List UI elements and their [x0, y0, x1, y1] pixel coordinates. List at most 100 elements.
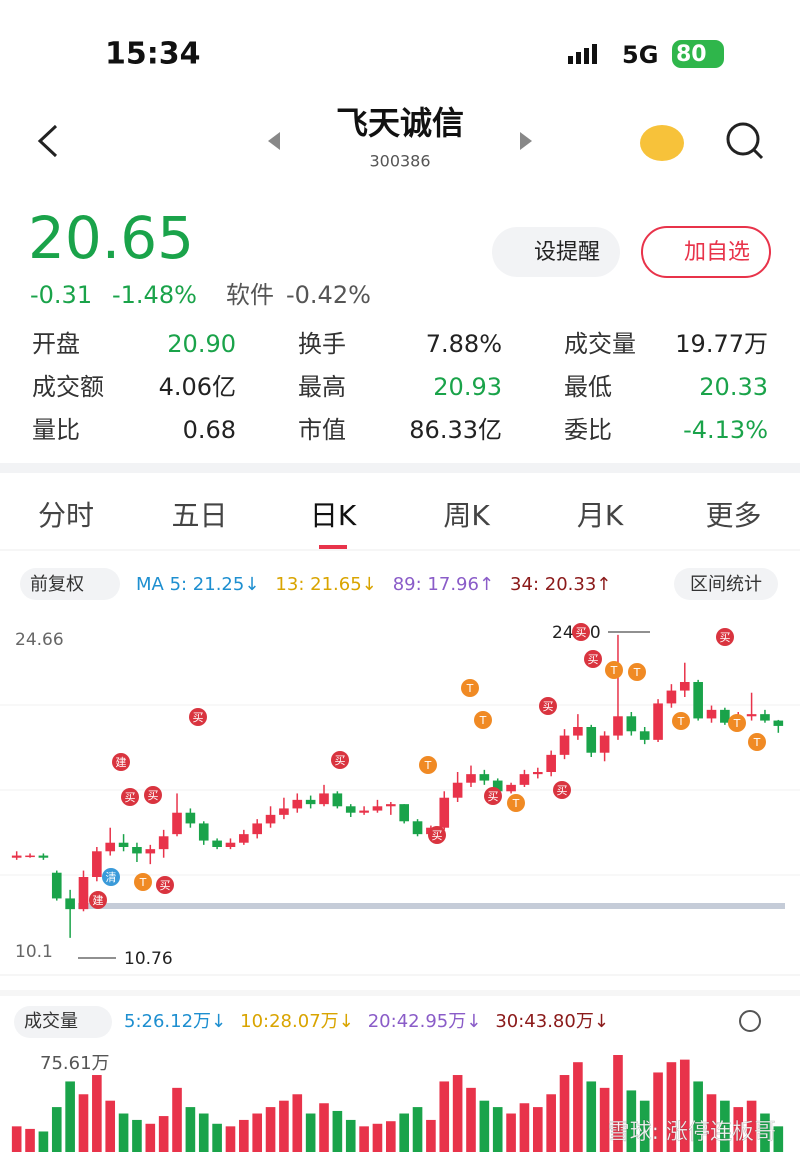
alert-button[interactable]: [492, 227, 620, 277]
volume-ma-label: 10:28.07万↓: [240, 1011, 354, 1032]
volume-bar: [653, 1072, 663, 1152]
volume-bar: [332, 1110, 343, 1152]
volume-bar: [359, 1126, 369, 1152]
tab[interactable]: 周K: [443, 499, 490, 532]
stat-label: 开盘: [32, 330, 80, 358]
trade-marker: [89, 891, 107, 909]
settings-button[interactable]: [739, 1010, 761, 1032]
trade-marker-label: 买: [588, 653, 599, 666]
candle-body: [720, 709, 730, 723]
candle-body: [105, 842, 116, 852]
volume-bar: [452, 1075, 463, 1152]
candle-body: [559, 735, 570, 755]
candle-body: [706, 709, 717, 719]
stat-value: 20.93: [433, 373, 502, 401]
watchlist-button[interactable]: [641, 226, 771, 278]
candle-body: [760, 714, 770, 721]
volume-bar: [212, 1123, 222, 1152]
back-button[interactable]: [37, 124, 58, 158]
volume-bar: [599, 1087, 610, 1152]
volume-bar: [426, 1119, 436, 1152]
mascot[interactable]: [640, 125, 684, 161]
stat-value: 0.68: [183, 416, 236, 444]
candle-body: [386, 804, 396, 807]
trade-marker: [584, 650, 602, 668]
adjust-chip[interactable]: [20, 568, 120, 600]
price: 20.65: [28, 204, 194, 272]
trade-marker-label: 清: [106, 871, 117, 884]
trade-marker-label: 买: [543, 700, 554, 713]
tab[interactable]: 分时: [38, 499, 94, 532]
tab[interactable]: 日K: [310, 499, 357, 532]
tab[interactable]: 月K: [577, 499, 624, 532]
volume-bar: [118, 1113, 129, 1152]
volume-ma-label: 5:26.12万↓: [124, 1011, 226, 1032]
tab[interactable]: 更多: [705, 499, 761, 532]
volume-bar: [720, 1100, 730, 1152]
change: -0.31: [30, 281, 92, 309]
volume-bar: [185, 1107, 196, 1152]
volume-bar: [626, 1090, 637, 1152]
volume-bar: [78, 1094, 89, 1152]
tab[interactable]: 五日: [171, 499, 227, 532]
candle-body: [265, 814, 276, 824]
volume-bar: [412, 1107, 423, 1152]
trade-marker: [428, 826, 446, 844]
volume-bar: [265, 1107, 276, 1152]
volume-bar: [679, 1059, 690, 1152]
trade-marker-label: T: [610, 664, 618, 677]
battery: [672, 40, 724, 68]
trade-marker: [156, 876, 174, 894]
candle-body: [439, 797, 450, 828]
candle-body: [519, 774, 530, 785]
candle-body: [372, 806, 383, 811]
y-tick-label: 24.66: [15, 630, 64, 650]
candle-body: [746, 714, 757, 717]
candle-body: [198, 823, 209, 841]
volume-bar: [479, 1100, 490, 1152]
candle-body: [666, 690, 677, 704]
candle-body: [479, 774, 490, 781]
tab-indicator: [319, 545, 347, 549]
volume-chip[interactable]: [14, 1006, 112, 1038]
volume-bar: [252, 1113, 263, 1152]
volume-bar: [492, 1107, 503, 1152]
stock-code: 300386: [369, 152, 430, 171]
volume-bar: [25, 1128, 35, 1152]
volume-bar: [399, 1113, 409, 1152]
trade-marker: [461, 679, 479, 697]
candle-body: [305, 799, 316, 805]
candle-body: [359, 810, 369, 813]
range-chip[interactable]: [674, 568, 778, 600]
volume-bar: [158, 1116, 169, 1152]
volume-bar: [319, 1103, 329, 1152]
stat-label: 成交量: [564, 330, 636, 358]
candle-body: [132, 847, 142, 854]
stat-value: 20.33: [699, 373, 768, 401]
next-stock[interactable]: [520, 132, 532, 150]
network: 5G: [622, 41, 658, 69]
trade-marker: [628, 663, 646, 681]
volume-bar: [573, 1062, 583, 1152]
volume-bar: [546, 1094, 556, 1152]
search-button[interactable]: [726, 122, 760, 156]
candle-body: [51, 872, 62, 899]
candle-body: [92, 851, 102, 877]
stat-label: 最低: [564, 373, 612, 401]
volume-bar: [613, 1055, 623, 1152]
trade-marker-label: 买: [125, 791, 136, 804]
volume-ma-label: 20:42.95万↓: [368, 1011, 482, 1032]
candle-body: [399, 804, 409, 822]
volume-bar: [386, 1121, 396, 1152]
prev-stock[interactable]: [268, 132, 280, 150]
ma-label: 89: 17.96↑: [393, 574, 494, 595]
trade-marker-label: 买: [432, 829, 443, 842]
stat-label: 量比: [32, 416, 80, 444]
volume-bar: [559, 1075, 570, 1152]
sector: 软件: [226, 281, 274, 309]
candle-body: [118, 842, 129, 847]
trade-marker: [102, 868, 120, 886]
trade-marker: [189, 708, 207, 726]
trade-marker: [484, 787, 502, 805]
